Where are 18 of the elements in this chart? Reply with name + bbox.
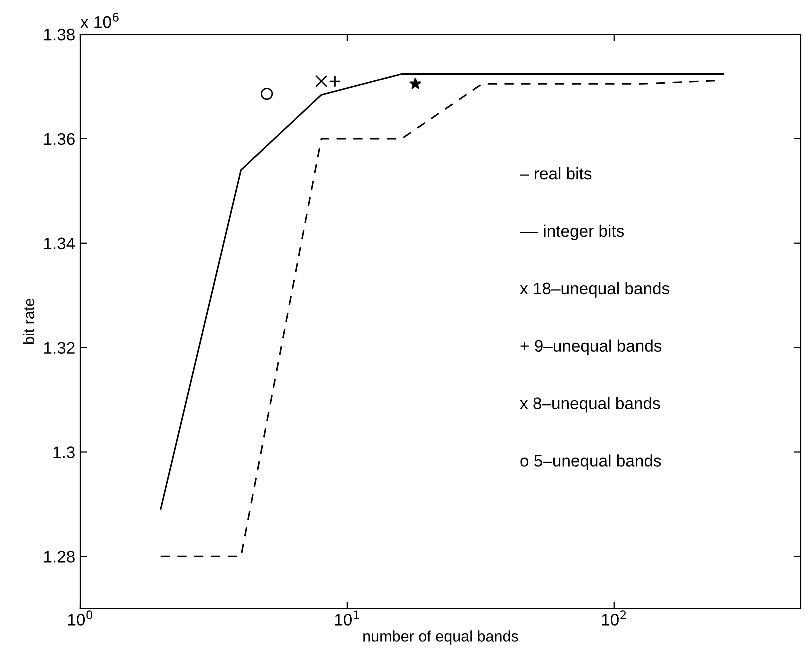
annotation: – real bits xyxy=(520,167,592,180)
y-axis-title: bit rate xyxy=(23,299,35,344)
text: x 10$^{6}$ xyxy=(80,13,119,28)
y-tick-label: 1.34 xyxy=(44,238,76,250)
x-tick-label: 10$^{0}$ xyxy=(68,610,93,626)
annotation: x 8–unequal bands xyxy=(520,397,660,413)
x-axis-title: number of equal bands xyxy=(364,630,518,645)
y-tick-label: 1.3 xyxy=(54,446,75,458)
annotation: + 9–unequal bands xyxy=(520,340,662,356)
annotation: x 18–unequal bands xyxy=(520,282,670,298)
annotation: –– integer bits xyxy=(520,224,624,240)
y-tick-label: 1.38 xyxy=(44,28,75,41)
x-tick-label: 10$^{2}$ xyxy=(602,610,626,626)
y-tick-label: 1.28 xyxy=(44,551,75,563)
x-tick-label: 10$^{1}$ xyxy=(335,610,360,626)
annotation: o 5–unequal bands xyxy=(520,454,662,470)
y-tick-label: 1.36 xyxy=(44,133,75,146)
y-tick-label: 1.32 xyxy=(44,342,75,354)
